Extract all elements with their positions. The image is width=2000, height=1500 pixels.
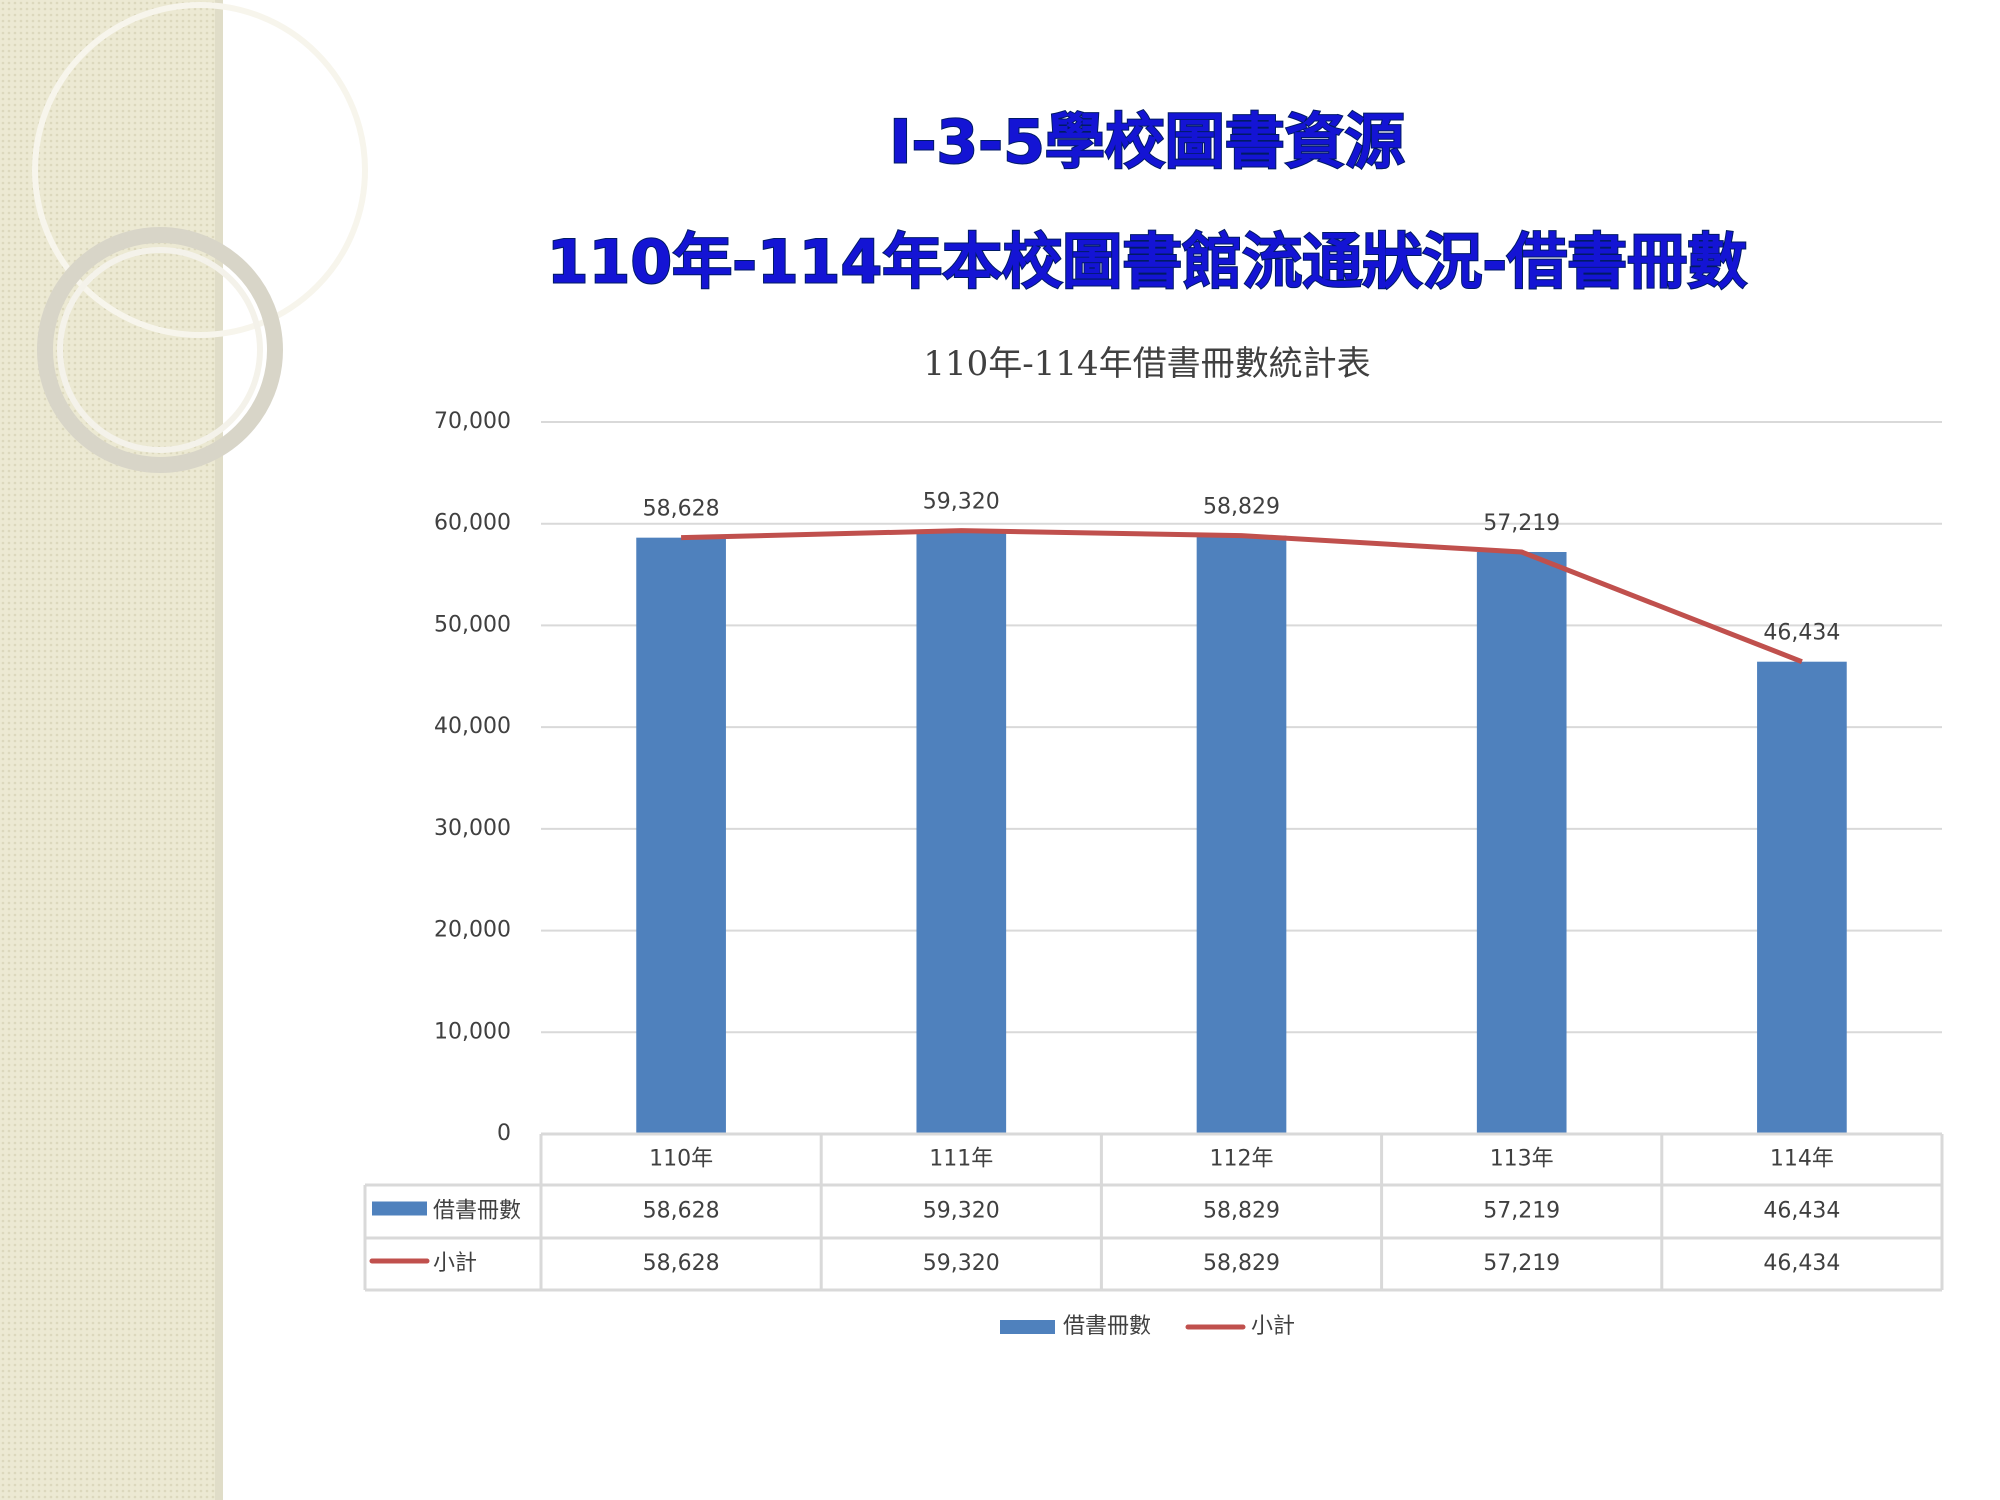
data-label: 46,434 xyxy=(1763,621,1840,646)
y-tick-label: 60,000 xyxy=(434,511,511,536)
x-tick-label: 112年 xyxy=(1210,1147,1274,1172)
line xyxy=(681,528,1803,665)
table-cell: 46,434 xyxy=(1763,1251,1840,1276)
table-cell: 59,320 xyxy=(923,1199,1000,1224)
chart: 0 10,000 20,000 30,000 40,000 50,000 60,000 70,… xyxy=(363,409,1944,1339)
bar xyxy=(1196,535,1287,1134)
bar xyxy=(1757,661,1847,1134)
table-cell: 58,829 xyxy=(1203,1251,1280,1276)
bar xyxy=(1476,552,1567,1134)
data-label: 57,219 xyxy=(1483,511,1560,536)
x-tick-label: 110年 xyxy=(649,1147,713,1172)
legend-swatch xyxy=(1000,1320,1055,1334)
table-row-header: 小計 xyxy=(433,1251,477,1276)
data-label: 58,628 xyxy=(643,497,720,522)
y-tick-label: 50,000 xyxy=(434,612,511,637)
table-cell: 59,320 xyxy=(923,1251,1000,1276)
legend-label: 借書冊數 xyxy=(1063,1314,1151,1339)
y-tick-label: 20,000 xyxy=(434,918,511,943)
y-tick-label: 70,000 xyxy=(434,409,511,434)
y-tick-label: 10,000 xyxy=(434,1019,511,1044)
data-label: 59,320 xyxy=(923,490,1000,515)
y-tick-label: 0 xyxy=(497,1121,511,1146)
x-tick-label: 114年 xyxy=(1770,1147,1834,1172)
legend-label: 小計 xyxy=(1251,1314,1295,1339)
table-swatch xyxy=(372,1201,427,1216)
bar xyxy=(636,537,726,1134)
table-cell: 57,219 xyxy=(1483,1251,1560,1276)
table-row-header: 借書冊數 xyxy=(433,1199,521,1224)
y-tick-label: 40,000 xyxy=(434,714,511,739)
chart-title: 110年-114年借書冊數統計表 xyxy=(923,344,1370,384)
bar xyxy=(916,530,1007,1134)
table-cell: 58,829 xyxy=(1203,1199,1280,1224)
side-panel xyxy=(0,0,368,1500)
x-tick-label: 111年 xyxy=(929,1147,993,1172)
slide-subtitle: 110年-114年本校圖書館流通狀況-借書冊數 xyxy=(547,228,1747,298)
table-cell: 46,434 xyxy=(1763,1199,1840,1224)
y-tick-label: 30,000 xyxy=(434,816,511,841)
x-tick-label: 113年 xyxy=(1490,1147,1554,1172)
data-label: 58,829 xyxy=(1203,495,1280,520)
table-cell: 58,628 xyxy=(643,1199,720,1224)
slide-title: I-3-5學校圖書資源 xyxy=(889,108,1405,178)
table-cell: 58,628 xyxy=(643,1251,720,1276)
table-cell: 57,219 xyxy=(1483,1199,1560,1224)
